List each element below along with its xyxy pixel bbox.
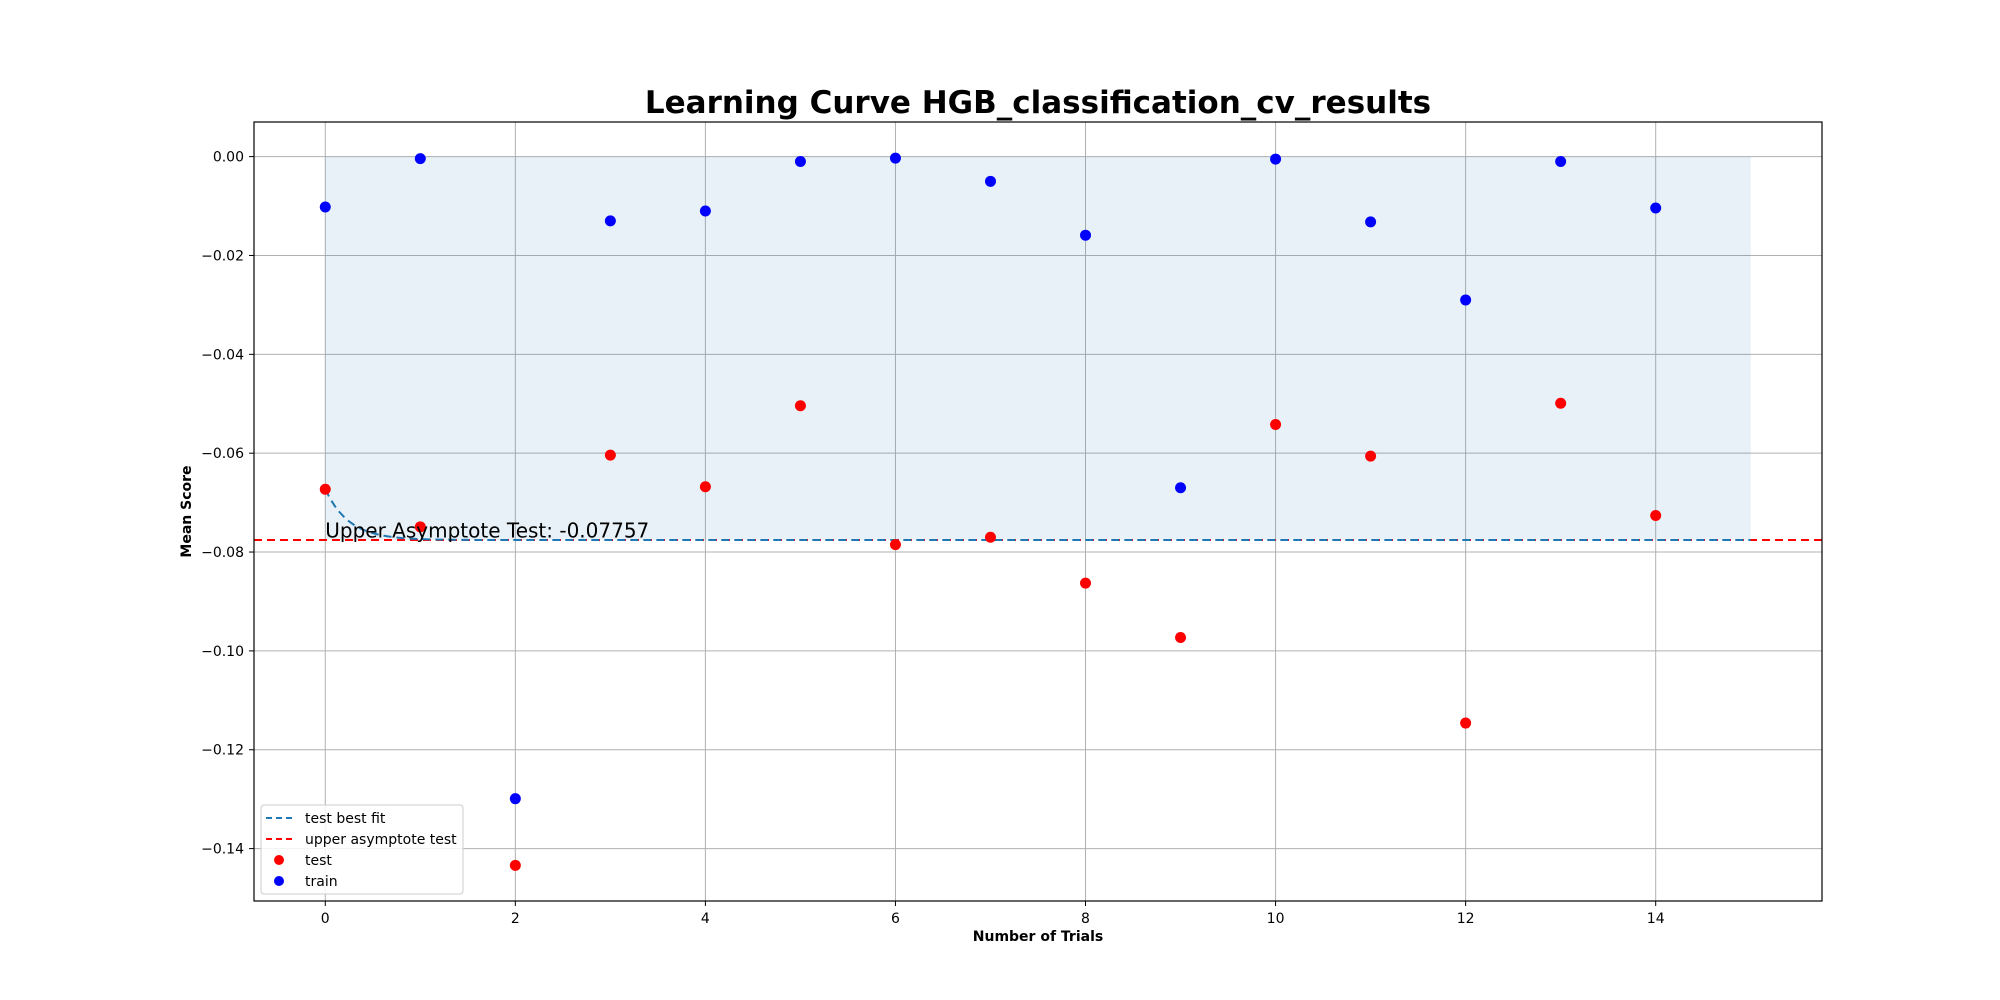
- train-point: [889, 152, 901, 164]
- x-tick-label: 12: [1457, 911, 1475, 927]
- train-point: [604, 215, 616, 227]
- y-tick-label: −0.04: [201, 347, 244, 363]
- test-point: [984, 531, 996, 543]
- y-tick-label: −0.08: [201, 545, 244, 561]
- x-tick-label: 14: [1647, 911, 1665, 927]
- grid-lines: [254, 122, 1822, 901]
- y-axis-label: Mean Score: [179, 465, 195, 557]
- train-legend-label: train: [305, 874, 338, 890]
- test-best-fit-line: [324, 488, 1751, 542]
- y-tick-label: −0.10: [201, 644, 244, 660]
- train-point: [1270, 153, 1282, 165]
- confidence-band: [325, 156, 1751, 541]
- y-tick-label: 0.00: [213, 150, 244, 166]
- test-point: [414, 521, 426, 533]
- test-point: [794, 400, 806, 412]
- x-tick-label: 2: [511, 911, 520, 927]
- x-axis-ticks: 0 2 4 6 8 10 12 14: [321, 901, 1665, 927]
- point-layer: [319, 152, 1662, 871]
- test-point: [509, 859, 521, 871]
- x-tick-label: 10: [1267, 911, 1285, 927]
- test-point: [1460, 717, 1472, 729]
- shaded-band-layer: [325, 156, 1751, 541]
- chart-title: Learning Curve HGB_classification_cv_res…: [645, 85, 1431, 121]
- train-point: [319, 201, 331, 213]
- test-point: [1650, 509, 1662, 521]
- test best fit-legend-label: test best fit: [305, 811, 386, 827]
- x-axis-label: Number of Trials: [973, 929, 1103, 945]
- x-tick-label: 8: [1081, 911, 1090, 927]
- test-point: [1175, 632, 1187, 644]
- legend-box: [260, 804, 464, 895]
- asymptote-annotation: Upper Asymptote Test: -0.07757: [325, 519, 649, 543]
- line-layer: [254, 488, 1822, 542]
- test-legend-marker: [274, 855, 284, 865]
- plot-frame: [253, 121, 1823, 902]
- train-point: [509, 793, 521, 805]
- train-point: [699, 205, 711, 217]
- upper asymptote test-legend-label: upper asymptote test: [305, 832, 457, 848]
- test-point: [889, 539, 901, 551]
- x-tick-label: 0: [321, 911, 330, 927]
- train-point: [984, 175, 996, 187]
- y-axis-ticks: 0.00 −0.02 −0.04 −0.06 −0.08 −0.10 −0.12 −0.14: [201, 150, 254, 858]
- test-point: [699, 481, 711, 493]
- test-point: [319, 483, 331, 495]
- test-point: [1365, 450, 1377, 462]
- x-tick-label: 6: [891, 911, 900, 927]
- legend: test best fit upper asymptote test test tra…: [260, 804, 464, 895]
- test-point: [1555, 397, 1567, 409]
- train-point: [1555, 156, 1567, 168]
- train-point: [1175, 482, 1187, 494]
- y-tick-label: −0.02: [201, 248, 244, 264]
- train-point: [1365, 216, 1377, 228]
- y-tick-label: −0.12: [201, 743, 244, 759]
- train-legend-marker: [274, 876, 284, 886]
- y-tick-label: −0.06: [201, 446, 244, 462]
- x-tick-label: 4: [701, 911, 710, 927]
- train-point: [794, 156, 806, 168]
- train-point: [1650, 202, 1662, 214]
- train-point: [414, 153, 426, 165]
- test-point: [1270, 419, 1282, 431]
- test-point: [1080, 577, 1092, 589]
- test-point: [604, 449, 616, 461]
- test-legend-label: test: [305, 853, 332, 869]
- train-point: [1460, 294, 1472, 306]
- y-tick-label: −0.14: [201, 842, 244, 858]
- train-point: [1080, 229, 1092, 241]
